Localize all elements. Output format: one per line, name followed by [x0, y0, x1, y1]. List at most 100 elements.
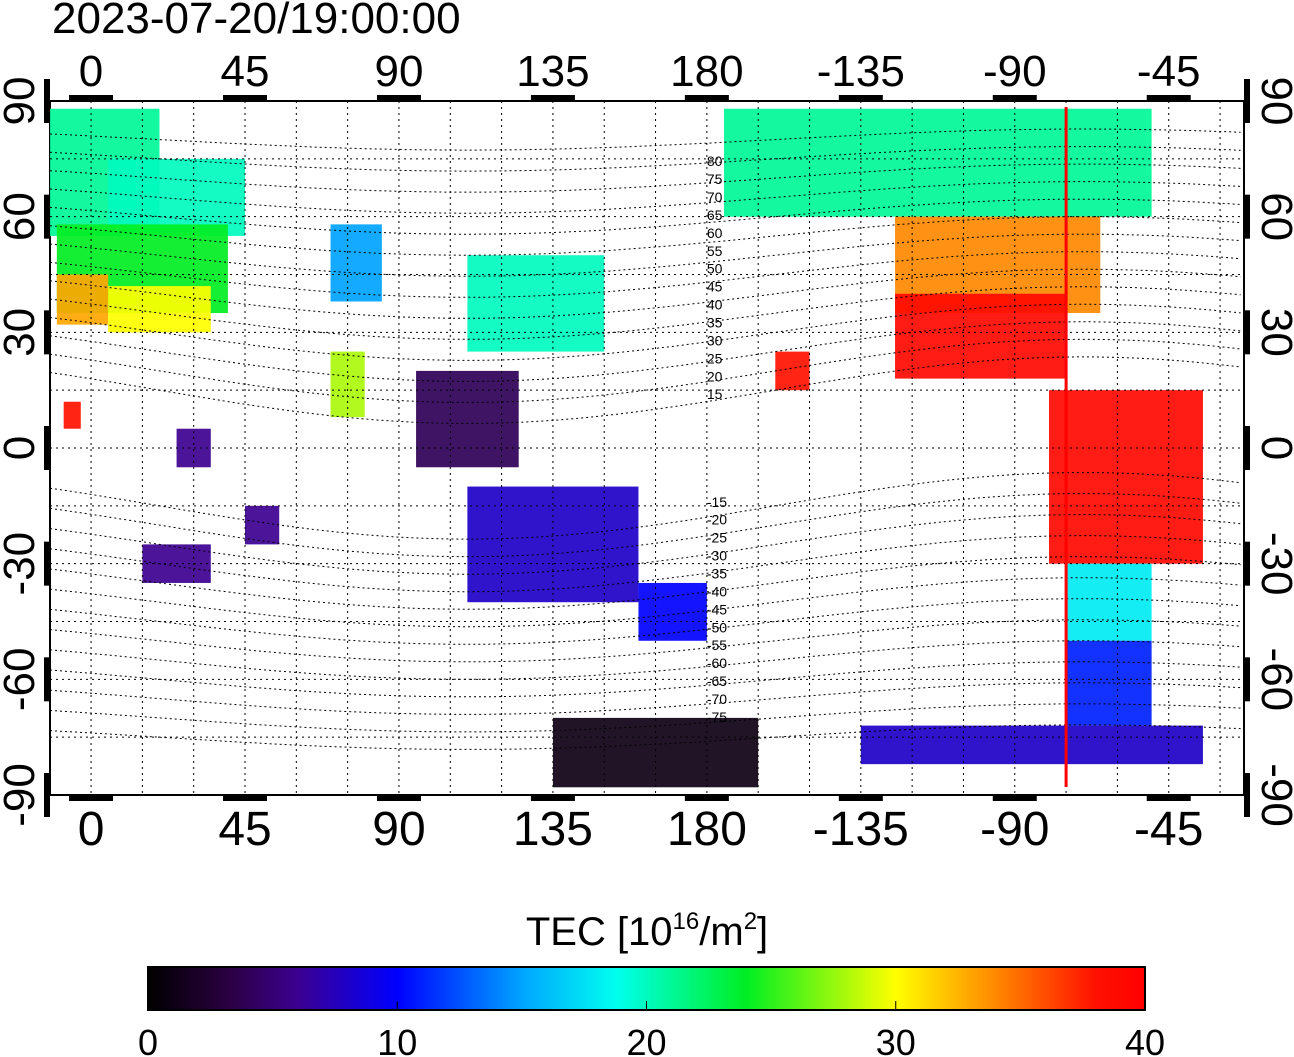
frame-bar-right: [1244, 310, 1250, 355]
timestamp-title: 2023-07-20/19:00:00: [52, 0, 461, 43]
contour-line: [50, 338, 1241, 403]
top-longitude-ticks: 0 45 90 135 180 -135 -90 -45: [79, 47, 1201, 96]
contour-label: 75: [707, 171, 723, 187]
frame-bar-left: [44, 657, 50, 702]
frame-bar-top: [69, 95, 114, 101]
contour-label: -65: [707, 673, 727, 689]
contour-label: -35: [707, 565, 727, 581]
contour-line: [50, 703, 1241, 733]
x-tick-label-bottom: -135: [813, 803, 909, 856]
contour-line: [50, 233, 1241, 277]
magnetic-latitude-contours: [50, 128, 1241, 750]
frame-bar-bottom: [992, 795, 1037, 801]
tec-region: [775, 351, 810, 391]
contour-label: -70: [707, 691, 727, 707]
tec-data-layer: [50, 108, 1203, 788]
x-tick-label-top: 45: [221, 47, 270, 96]
contour-label: 65: [707, 207, 723, 223]
contour-label: 50: [707, 261, 723, 277]
x-tick-label-bottom: -90: [980, 803, 1049, 856]
contour-line: [50, 251, 1241, 298]
y-tick-label-right: -30: [1252, 532, 1294, 596]
contour-line: [50, 472, 1241, 540]
contour-label: -20: [707, 512, 727, 528]
contour-line: [50, 724, 1241, 750]
x-tick-label-top: 90: [374, 47, 423, 96]
contour-label: -50: [707, 619, 727, 635]
frame-bar-bottom: [376, 795, 421, 801]
left-latitude-ticks: 90 60 30 0 -30 -60 -90: [0, 77, 44, 827]
frame-bar-bottom: [838, 795, 883, 801]
contour-label: 45: [707, 279, 723, 295]
tec-region: [895, 293, 1067, 379]
tec-region: [245, 505, 280, 545]
x-tick-label-bottom: 0: [78, 803, 105, 856]
colorbar-tick-label: 20: [626, 1022, 666, 1057]
contour-label: -75: [707, 709, 727, 725]
y-tick-label-left: 60: [0, 192, 44, 241]
y-tick-label-left: 0: [0, 436, 44, 460]
x-tick-label-top: 180: [670, 47, 743, 96]
y-tick-label-left: -60: [0, 648, 44, 712]
colorbar-ticks: 0 10 20 30 40: [138, 1001, 1165, 1057]
contour-line: [50, 286, 1241, 340]
contour-label: 15: [707, 386, 723, 402]
x-tick-label-top: -135: [817, 47, 905, 96]
x-tick-label-bottom: 135: [513, 803, 593, 856]
frame-bar-bottom: [223, 795, 268, 801]
frame-bar-right: [1244, 194, 1250, 239]
colorbar-tick-label: 0: [138, 1022, 158, 1057]
contour-label: -40: [707, 583, 727, 599]
contour-label: 80: [707, 153, 723, 169]
contour-label: 25: [707, 350, 723, 366]
x-tick-label-bottom: 45: [218, 803, 271, 856]
contour-label: -25: [707, 530, 727, 546]
contour-line: [50, 163, 1241, 193]
contour-line: [50, 303, 1241, 361]
tec-region: [416, 370, 519, 468]
frame-bar-bottom: [69, 795, 114, 801]
tec-region: [56, 274, 109, 325]
tec-region: [1066, 563, 1152, 641]
tec-region: [552, 717, 759, 788]
contour-line: [50, 268, 1241, 319]
contour-line: [50, 640, 1241, 680]
contour-label: -45: [707, 601, 727, 617]
contour-line: [50, 577, 1241, 628]
right-latitude-ticks: 90 60 30 0 -30 -60 -90: [1252, 77, 1294, 827]
frame-bar-right: [1244, 657, 1250, 702]
contour-label: 70: [707, 189, 723, 205]
tec-region: [467, 255, 605, 352]
contour-line: [50, 598, 1241, 645]
frame-bar-top: [223, 95, 268, 101]
frame-bar-right: [1244, 541, 1250, 586]
x-tick-label-top: 0: [79, 47, 103, 96]
contour-label: -60: [707, 655, 727, 671]
contour-label: -30: [707, 548, 727, 564]
frame-bar-right: [1244, 426, 1250, 470]
x-tick-label-top: -90: [983, 47, 1047, 96]
tec-region: [330, 224, 382, 302]
bottom-longitude-ticks: 0 45 90 135 180 -135 -90 -45: [78, 803, 1204, 856]
colorbar-tick-label: 40: [1125, 1022, 1165, 1057]
contour-line: [50, 216, 1241, 256]
contour-line: [50, 128, 1241, 151]
contour-label: 35: [707, 315, 723, 331]
frame-bar-top: [992, 95, 1037, 101]
tec-region: [1048, 390, 1203, 564]
contour-line: [50, 661, 1241, 698]
frame-bar-left: [44, 310, 50, 355]
contour-label: 55: [707, 243, 723, 259]
y-tick-label-right: 90: [1252, 77, 1294, 126]
contour-label: -15: [707, 494, 727, 510]
colorbar-tick-label: 10: [377, 1022, 417, 1057]
y-tick-label-right: 60: [1252, 192, 1294, 241]
frame-bar-bottom: [684, 795, 729, 801]
tec-region: [723, 108, 1152, 217]
frame-bar-right: [1244, 79, 1250, 123]
y-tick-label-left: -90: [0, 763, 44, 827]
colorbar-tick-label: 30: [876, 1022, 916, 1057]
frame-bar-right: [1244, 773, 1250, 817]
y-tick-label-left: -30: [0, 532, 44, 596]
